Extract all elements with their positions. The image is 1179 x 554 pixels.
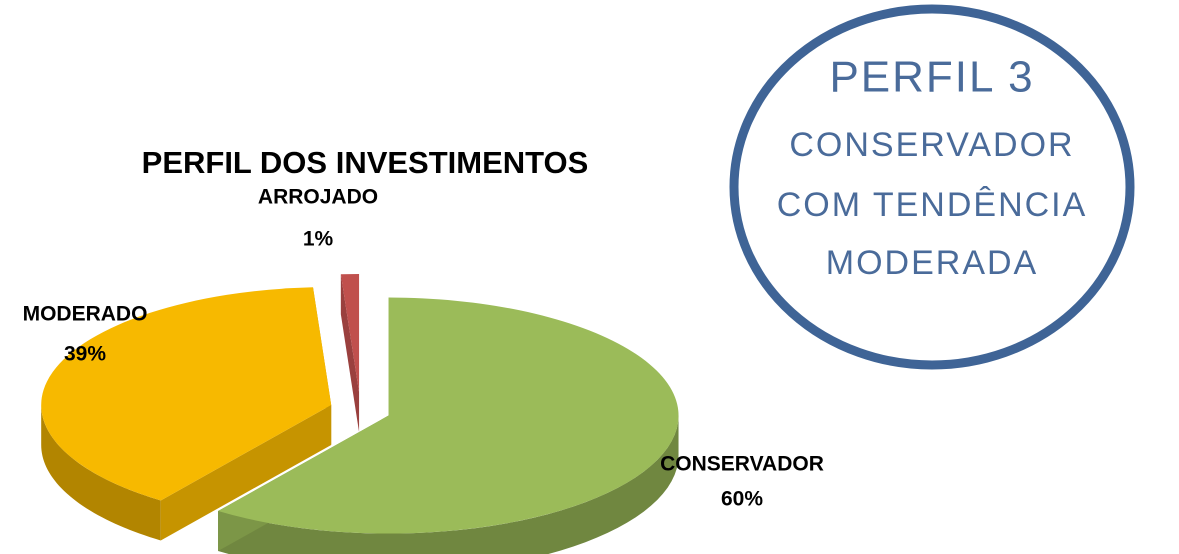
slice-label: ARROJADO bbox=[258, 186, 378, 209]
slice bbox=[41, 287, 332, 501]
slice-cut bbox=[340, 274, 360, 433]
slice-label: CONSERVADOR bbox=[660, 453, 824, 476]
slice-value-label: 1% bbox=[303, 228, 334, 251]
pie bbox=[41, 274, 679, 554]
slice bbox=[218, 297, 679, 534]
annotation-title: PERFIL 3 bbox=[829, 53, 1034, 102]
slice-side bbox=[218, 415, 679, 554]
slice-value-label: 39% bbox=[64, 343, 106, 366]
chart-title: PERFIL DOS INVESTIMENTOS bbox=[142, 145, 589, 180]
annotation-ellipse bbox=[729, 4, 1135, 370]
annotation-line: CONSERVADOR bbox=[789, 126, 1074, 164]
slice bbox=[340, 274, 360, 393]
slice-value-label: 60% bbox=[721, 488, 763, 511]
slice-side bbox=[41, 404, 161, 541]
slice-cut bbox=[160, 404, 332, 541]
slice-label: MODERADO bbox=[23, 303, 148, 326]
slice-tops bbox=[41, 274, 679, 534]
annotation-line: MODERADA bbox=[826, 244, 1038, 282]
annotation-line: COM TENDÊNCIA bbox=[777, 186, 1088, 224]
